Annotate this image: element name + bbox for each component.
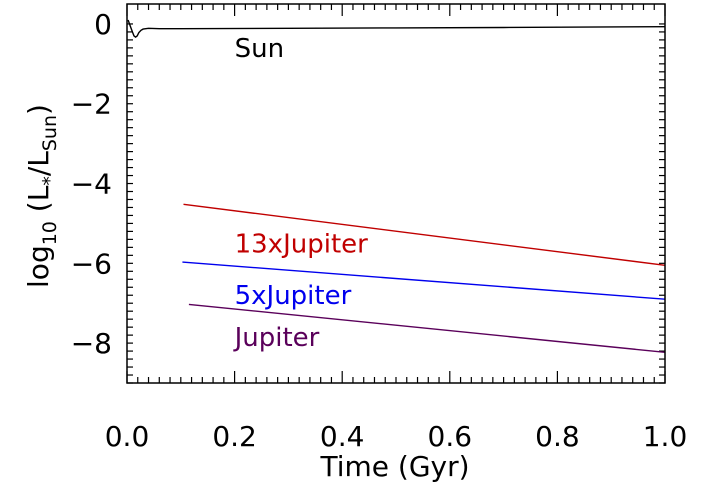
x-tick-label: 0.0 xyxy=(105,420,150,453)
series-lines xyxy=(127,19,666,353)
plot-frame xyxy=(126,3,666,384)
x-axis-label: Time (Gyr) xyxy=(319,450,469,483)
y-axis-label-close: ) xyxy=(22,104,55,115)
x-tick-label: 0.4 xyxy=(320,420,365,453)
y-tick-label: 0 xyxy=(94,8,112,41)
series-label-jupiter: Jupiter xyxy=(233,323,320,353)
tick-labels: 0.0 0.2 0.4 0.6 0.8 1.0 0 −2 −4 −6 −8 xyxy=(71,8,688,453)
series-line-5xjupiter xyxy=(182,261,666,300)
y-axis-label: log10 (L*/LSun) xyxy=(22,104,61,288)
y-axis-label-prefix: log xyxy=(22,245,55,288)
series-line-sun xyxy=(127,19,666,38)
x-tick-label: 1.0 xyxy=(643,420,688,453)
y-tick-label: −2 xyxy=(71,88,112,121)
series-line-13xjupiter xyxy=(183,203,666,266)
x-tick-label: 0.2 xyxy=(212,420,257,453)
y-axis-label-sub10: 10 xyxy=(39,221,61,245)
series-label-5xjupiter: 5xJupiter xyxy=(235,281,352,311)
y-tick-label: −8 xyxy=(71,327,112,360)
y-tick-label: −4 xyxy=(71,168,112,201)
tick-marks xyxy=(126,4,666,384)
y-axis-label-sun: Sun xyxy=(39,115,61,151)
series-line-jupiter xyxy=(188,303,666,353)
series-label-sun: Sun xyxy=(235,34,284,64)
series-labels: Sun 13xJupiter 5xJupiter Jupiter xyxy=(233,34,369,353)
x-tick-label: 0.6 xyxy=(428,420,473,453)
y-axis-label-open: (L xyxy=(22,185,55,221)
y-axis-label-star: * xyxy=(39,176,61,186)
y-axis-label-slash: /L xyxy=(22,151,55,176)
x-tick-label: 0.8 xyxy=(535,420,580,453)
series-label-13xjupiter: 13xJupiter xyxy=(235,229,369,259)
y-tick-label: −6 xyxy=(71,247,112,280)
